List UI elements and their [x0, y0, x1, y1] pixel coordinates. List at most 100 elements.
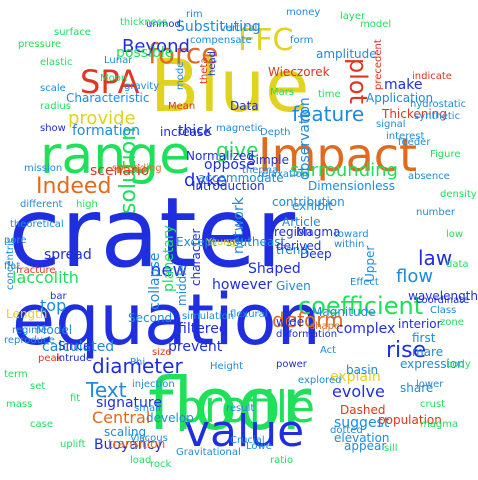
word-spa: SPA — [80, 63, 140, 101]
word-substituting: Substituting — [176, 19, 261, 35]
word-figure: Figure — [430, 149, 461, 160]
word-pore: pore — [4, 235, 27, 246]
word-small: small — [134, 403, 161, 414]
word-body: body — [446, 359, 471, 370]
word-new: new — [150, 260, 188, 281]
word-signature: signature — [96, 395, 162, 411]
word-hydrostatic: hydrostatic — [410, 99, 467, 110]
word-crucial: Crucial — [230, 435, 265, 446]
word-population: population — [378, 413, 442, 427]
word-number: number — [416, 207, 456, 218]
word-act: Act — [320, 345, 337, 356]
word-scenario: scenario — [90, 163, 150, 179]
word-spread: spread — [44, 247, 92, 263]
word-mars: Mars — [270, 87, 295, 98]
word-mode: mode — [175, 61, 186, 90]
word-vertical: vertical — [220, 23, 258, 34]
word-complex: complex — [336, 321, 396, 337]
word-range: range — [40, 126, 192, 186]
word-bar: bar — [50, 291, 67, 302]
word-exhibit: exhibit — [292, 199, 333, 213]
word-wavelength: wavelength — [408, 289, 478, 303]
word-theoretical: theoretical — [10, 219, 64, 230]
word-application: Application — [366, 91, 434, 105]
word-ratio: ratio — [270, 455, 294, 466]
word-dimensionless: Dimensionless — [308, 179, 396, 193]
word-gravitational: Gravitational — [176, 447, 241, 458]
word-signal: signal — [376, 119, 406, 130]
word-profile: profile — [176, 382, 315, 433]
word-low: low — [446, 229, 464, 240]
word-feeder: feeder — [398, 137, 431, 148]
word-class: Class — [430, 305, 457, 316]
word-fit: fit — [70, 393, 81, 404]
word-scaling: scaling — [104, 425, 147, 439]
word-given: Given — [276, 279, 311, 293]
word-filtered: filtered — [178, 321, 228, 337]
word-show: show — [40, 123, 66, 134]
word-pressure: pressure — [18, 39, 62, 50]
word-explain: explain — [330, 369, 381, 385]
word-flat: flat — [4, 261, 21, 272]
word-interior: interior — [398, 317, 442, 331]
word-within: within — [334, 239, 365, 250]
word-force: force — [148, 37, 219, 70]
word-theta: theta — [199, 57, 210, 84]
word-ffc: FFC — [238, 23, 294, 58]
word-relaxation: relaxation — [258, 169, 309, 180]
word-scale: scale — [40, 83, 66, 94]
word-synthetic: synthetic — [414, 111, 461, 122]
word-shaped: Shaped — [248, 261, 301, 277]
word-introduction: Introduction — [192, 179, 265, 193]
word-suggest: suggest — [334, 415, 390, 431]
word-give: give — [216, 138, 259, 162]
word-peak: peak — [38, 353, 63, 364]
word-develop: develop — [146, 411, 194, 425]
word-mean: Mean — [168, 101, 196, 112]
word-central: Central — [92, 408, 151, 427]
word-feature: feature — [292, 102, 365, 126]
word-interest: interest — [386, 131, 425, 142]
word-buoyancy: Buoyancy — [94, 437, 163, 453]
word-prevent: prevent — [168, 339, 223, 355]
word-depth: Depth — [260, 127, 291, 138]
word-density: density — [440, 189, 477, 200]
word-deep: Deep — [300, 247, 332, 261]
word-case: case — [30, 419, 53, 430]
word-intrude: intrude — [56, 353, 92, 364]
word-dashed: Dashed — [340, 403, 386, 417]
word-load: load — [130, 455, 152, 466]
word-different: different — [20, 199, 63, 210]
word-calculated: calculated — [42, 339, 115, 355]
word-beyond: Beyond — [122, 36, 190, 57]
word-floor: floor — [148, 362, 312, 446]
word-wide: wide — [276, 315, 305, 329]
word-magma: magma — [420, 419, 459, 430]
word-lunar: Lunar — [104, 55, 133, 66]
word-coordinate: coordinate — [416, 295, 470, 306]
word-absence: absence — [408, 171, 450, 182]
word-thickness: thickness — [120, 17, 168, 28]
word-text: Text — [86, 378, 127, 402]
word-simple: Simple — [248, 153, 289, 167]
word-result: result — [226, 403, 255, 414]
word-rise: rise — [386, 338, 427, 363]
word-viscous: Viscous — [130, 433, 168, 444]
word-crater: crater — [8, 177, 296, 289]
word-coefficient: coefficient — [298, 292, 424, 320]
word-dyke: dyke — [184, 170, 227, 191]
word-indicate: indicate — [412, 71, 452, 82]
word-normalized: Normalized — [186, 149, 255, 163]
word-set: set — [30, 381, 46, 392]
word-spreading: spreading — [112, 163, 162, 174]
word-rock: rock — [150, 459, 172, 470]
word-layer: layer — [340, 11, 366, 22]
word-provide: provide — [68, 108, 136, 129]
word-region: region — [274, 225, 312, 239]
word-impact: Impact — [258, 128, 418, 182]
word-appear: appear — [344, 439, 387, 453]
word-elastic: elastic — [40, 57, 73, 68]
word-sill: sill — [384, 443, 398, 454]
word-flexural: flexural — [230, 309, 268, 320]
word-southeast: southeast — [226, 235, 286, 249]
